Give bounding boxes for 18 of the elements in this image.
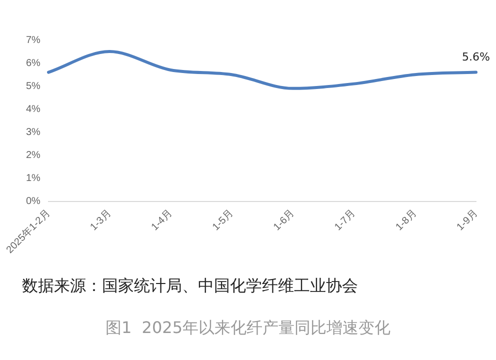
y-tick-label: 6%: [26, 58, 41, 69]
y-tick-label: 0%: [26, 196, 41, 208]
annotation: 5.6%: [462, 50, 490, 64]
x-tick-label: 1-3月: [88, 208, 114, 234]
x-tick-label: 1-9月: [454, 208, 480, 234]
y-tick-label: 1%: [26, 173, 41, 184]
x-tick-label: 1-7月: [332, 208, 358, 234]
y-tick-label: 7%: [26, 34, 41, 46]
caption: 图1 2025年以来化纤产量同比增速变化: [104, 318, 392, 339]
y-tick-label: 4%: [26, 104, 41, 115]
y-tick-label: 5%: [26, 80, 41, 92]
x-tick-label: 1-8月: [394, 208, 419, 234]
x-tick-label: 1-5月: [210, 208, 236, 234]
x-tick-label: 1-4月: [150, 208, 175, 234]
x-tick-label: 1-6月: [272, 208, 297, 234]
y-tick-label: 2%: [26, 150, 41, 162]
source-note: 数据来源：国家统计局、中国化学纤维工业协会: [22, 276, 358, 297]
y-tick-label: 3%: [26, 126, 41, 138]
